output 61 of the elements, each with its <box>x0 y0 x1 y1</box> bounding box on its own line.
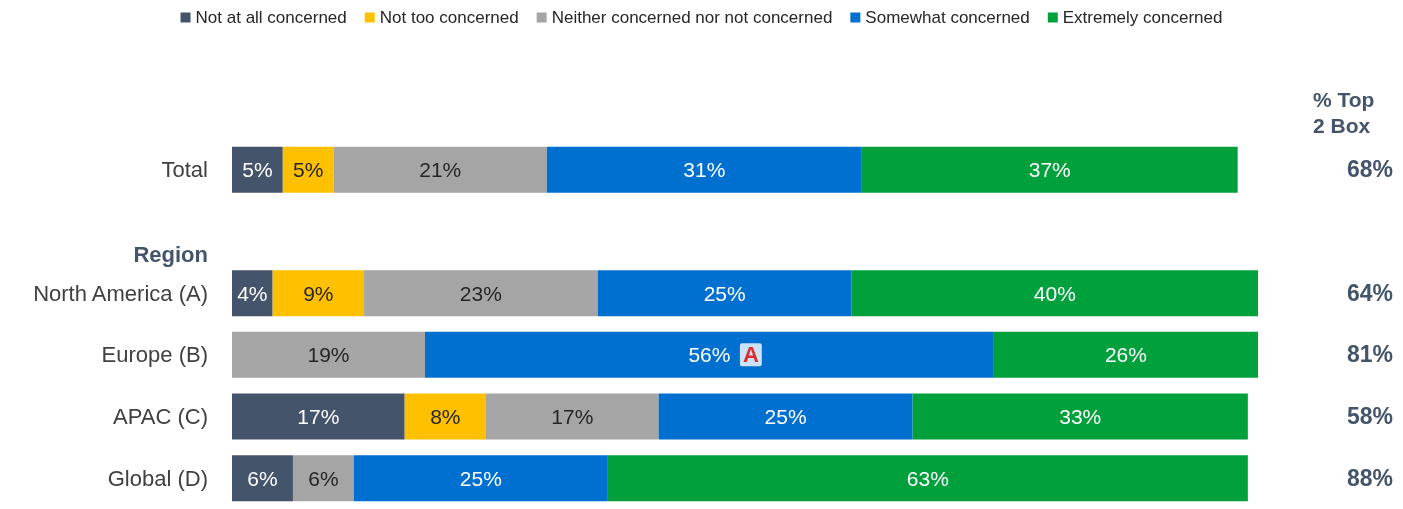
y-tick-label: Global (D) <box>107 465 208 491</box>
bar <box>425 331 994 378</box>
y-tick-label: APAC (C) <box>113 404 208 429</box>
data-label: 25% <box>764 405 807 428</box>
data-label: 6% <box>308 466 339 490</box>
data-label: 56% <box>688 343 731 367</box>
data-label: 40% <box>1033 281 1076 305</box>
text: 81% <box>1346 341 1393 368</box>
bar <box>232 146 283 193</box>
y-tick-label: Total <box>161 157 208 183</box>
bar <box>282 146 334 193</box>
data-label: 23% <box>459 281 502 305</box>
bar <box>333 146 547 193</box>
data-label: 21% <box>419 158 462 182</box>
bar <box>546 146 862 193</box>
data-label: 9% <box>303 281 334 305</box>
bar <box>232 455 293 502</box>
y-tick-label: Region <box>133 242 208 267</box>
bar <box>485 393 659 440</box>
bar <box>607 455 1248 502</box>
bar <box>597 270 852 317</box>
bar <box>658 393 913 440</box>
data-label: 6% <box>247 466 278 490</box>
data-label: 26% <box>1104 343 1147 367</box>
bar <box>364 270 598 317</box>
bar <box>912 393 1248 440</box>
annotation: A <box>742 342 759 368</box>
data-label: 17% <box>297 405 340 428</box>
text: 64% <box>1346 279 1393 306</box>
bar <box>232 331 426 378</box>
y-tick-label: North America (A) <box>33 280 208 306</box>
data-label: 17% <box>551 405 594 428</box>
bar <box>292 455 354 502</box>
data-label: 5% <box>242 158 273 182</box>
data-label: 4% <box>237 281 268 305</box>
legend-label: Not at all concerned <box>195 8 347 27</box>
y-tick-label: Europe (B) <box>101 342 208 368</box>
data-label: 19% <box>307 343 350 367</box>
data-label: 31% <box>683 158 726 182</box>
data-label: 33% <box>1059 405 1102 428</box>
legend-label: Not too concerned <box>379 8 519 27</box>
data-label: 5% <box>293 158 324 182</box>
legend-label: Neither concerned nor not concerned <box>551 8 833 27</box>
bar <box>851 270 1258 317</box>
text: 88% <box>1346 464 1393 491</box>
bar <box>861 146 1238 193</box>
bar <box>404 393 486 440</box>
text: 58% <box>1346 403 1393 429</box>
text: 68% <box>1346 156 1393 183</box>
data-label: 8% <box>430 405 461 428</box>
bar <box>232 393 405 440</box>
bar <box>353 455 608 502</box>
legend-label: Extremely concerned <box>1062 8 1223 27</box>
data-label: 63% <box>906 466 949 490</box>
bar <box>993 331 1258 378</box>
data-label: 37% <box>1028 158 1071 182</box>
text: % Top 2 Box <box>1313 87 1381 137</box>
data-label: 25% <box>459 466 502 490</box>
bar <box>272 270 365 317</box>
data-label: 25% <box>703 281 746 305</box>
legend-label: Somewhat concerned <box>865 8 1030 27</box>
